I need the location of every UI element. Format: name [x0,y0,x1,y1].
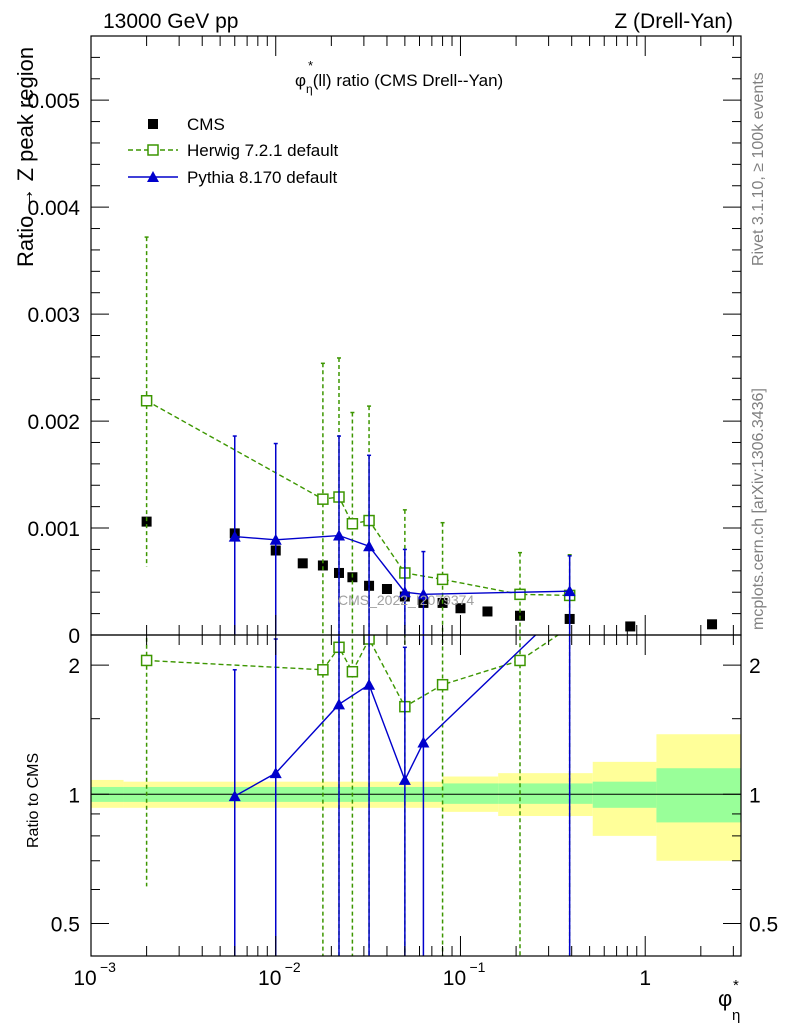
ratio-herwig-7-2-1-default-point-1 [317,664,329,676]
axis-ticks [90,35,741,956]
ratio-ytick-label-right-2: 2 [749,655,761,678]
main-cms-point-17 [707,619,718,630]
main-cms-point-3 [297,558,308,569]
main-ytick-label-0: 0 [68,625,80,648]
xtick-label-0: 10 [73,967,96,990]
legend-cms-label: CMS [187,115,225,134]
ratio-herwig-7-2-1-default-point-0 [140,654,153,667]
main-ytick-label-5: 0.005 [27,90,80,113]
ratio-bands [91,734,741,861]
ratio-ytick-label-right-1: 1 [749,784,761,807]
plot-title: φη(ll) ratio (CMS Drell--Yan) [295,71,503,96]
main-herwig-7-2-1-default-point-0 [140,394,153,407]
main-cms-point-12 [455,603,466,614]
main-herwig-7-2-1-default-point-7 [514,588,526,601]
ratio-ytick-label-right-0: 0.5 [749,913,778,936]
ratio-herwig-7-2-1-default-point-6 [436,678,449,691]
watermark: CMS_2022_I2079374 [338,592,474,608]
main-herwig-7-2-1-default-point-1 [317,493,329,505]
xtick-label-2: 10 [443,967,466,990]
header-left: 13000 GeV pp [103,10,238,33]
ratio-frame [90,634,742,957]
main-cms-point-13 [482,606,493,617]
main-pythia-8-170-default-point-3 [363,540,376,552]
xlabel-sup: * [733,977,739,994]
main-cms-point-0 [141,516,152,527]
main-cms-point-16 [625,621,636,632]
ratio-pythia-8-170-default-point-0 [228,790,241,802]
ratio-ytick-label-0: 0.5 [51,913,80,936]
xtick-label-3: 1 [639,967,651,990]
xlabel-sub: η [732,1007,740,1024]
rivet-label: Rivet 3.1.10, ≥ 100k events [750,72,767,266]
xtick-label-exp-2: −1 [469,959,485,975]
plot-title-rest: (ll) ratio (CMS Drell--Yan) [313,71,503,90]
main-herwig-7-2-1-default-line [146,400,570,597]
ratio-plot-layer [140,635,571,956]
main-pythia-8-170-default-point-1 [269,533,282,545]
xtick-label-1: 10 [258,967,281,990]
main-pythia-8-170-default-point-2 [332,529,345,541]
main-pythia-8-170-default-point-6 [563,585,576,597]
main-cms-point-4 [317,560,328,571]
legend-herwig-7-2-1-default-label: Herwig 7.2.1 default [187,141,338,160]
main-pythia-8-170-default-point-0 [228,530,241,542]
legend-herwig-7-2-1-default-marker [147,144,159,156]
main-ytick-label-1: 0.001 [27,518,80,541]
ratio-herwig-7-2-1-default-point-7 [514,654,526,667]
ratio-ylabel: Ratio to CMS [25,753,42,848]
legend-cms-marker [148,119,158,129]
xtick-label-exp-1: −2 [285,959,301,975]
main-herwig-7-2-1-default-point-6 [436,573,449,586]
main-ylabel: Ratio → Z peak region [13,47,38,267]
main-pythia-8-170-default-point-5 [417,588,430,600]
main-herwig-7-2-1-default-point-3 [346,518,359,530]
plot-title-sup: * [308,58,313,73]
legend: CMS Herwig 7.2.1 default Pythia 8.170 defa… [128,115,338,187]
ratio-pythia-8-170-default-point-4 [398,773,411,785]
main-ytick-label-2: 0.002 [27,411,80,434]
band-inner-3 [498,783,593,804]
band-inner-5 [656,768,741,823]
header-right: Z (Drell-Yan) [614,10,733,33]
legend-pythia-8-170-default-marker [147,171,159,182]
plot-title-phi: φ [295,71,306,90]
ratio-pythia-8-170-default-point-2 [332,698,345,710]
plot-title-sub: η [306,82,313,96]
xtick-label-exp-0: −3 [100,959,116,975]
ratio-pythia-8-170-default-point-5 [417,736,430,748]
main-plot-layer [140,236,718,635]
legend-pythia-8-170-default-label: Pythia 8.170 default [187,168,338,187]
ratio-herwig-7-2-1-default-point-3 [346,665,359,678]
ratio-pythia-8-170-default-point-3 [363,678,376,690]
main-ytick-label-4: 0.004 [27,197,80,220]
ratio-pythia-8-170-default-point-1 [269,767,282,779]
main-pythia-8-170-default-line [234,534,570,596]
xlabel-phi: φ [718,986,732,1011]
main-pythia-8-170-default-point-4 [398,586,411,598]
mcplots-label: mcplots.cern.ch [arXiv:1306.3436] [750,388,767,630]
main-cms-point-8 [381,584,392,595]
ratio-ytick-label-1: 1 [68,784,80,807]
main-ytick-label-3: 0.003 [27,304,80,327]
ratio-ytick-label-2: 2 [68,655,80,678]
band-inner-2 [442,783,499,804]
